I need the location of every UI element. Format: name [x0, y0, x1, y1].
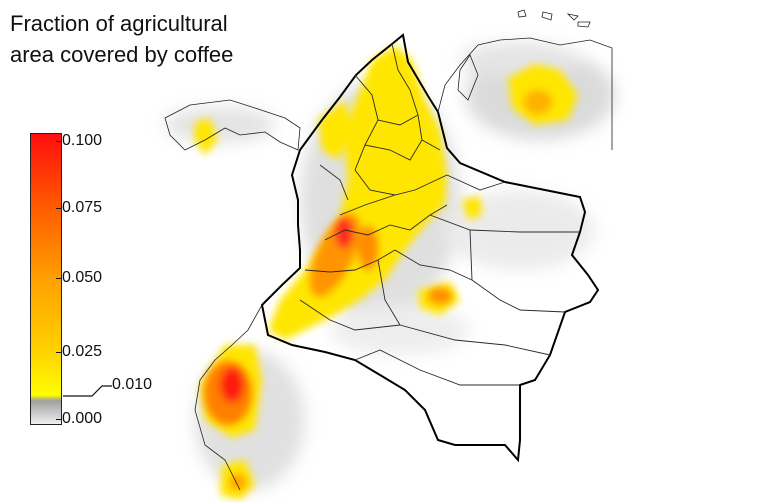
panama-outline [164, 99, 301, 151]
macarena-orange [428, 288, 452, 304]
panama-coffee [194, 118, 218, 155]
coffee-hotspots [204, 90, 552, 490]
colorbar [30, 133, 62, 425]
amazon-haze [330, 305, 470, 355]
ecuador-red [220, 367, 244, 403]
llanos-coffee [462, 196, 482, 220]
ecuador-south-orange [230, 474, 246, 490]
islands [517, 9, 591, 28]
llanos-haze [445, 190, 595, 270]
colorbar-tick-0050: 0.050 [55, 269, 103, 286]
map-title: Fraction of agricultural area covered by… [10, 8, 233, 70]
colorbar-tick-0025: 0.025 [55, 343, 103, 360]
coffee-axis-red [335, 217, 353, 249]
colombia-national-border [260, 33, 600, 463]
huila-orange [358, 226, 378, 270]
venezuela-coast [437, 37, 613, 150]
maracaibo-lake [457, 54, 479, 101]
colorbar-tick-0000: 0.000 [55, 410, 103, 427]
colorbar-threshold-label: 0.010 [112, 376, 153, 393]
colorbar-tick-0075: 0.075 [55, 199, 103, 216]
colorbar-gradient [31, 134, 61, 424]
colorbar-tick-0100: 0.100 [55, 132, 103, 149]
map-title-line-1: Fraction of agricultural [10, 11, 228, 36]
ecuador-coast [194, 304, 263, 491]
threshold-leader-line [63, 385, 112, 397]
venezuela-orange [524, 90, 552, 114]
department-borders [299, 43, 580, 386]
panama-haze [165, 107, 275, 143]
map-title-line-2: area covered by coffee [10, 42, 234, 67]
neighbour-borders [164, 37, 613, 491]
